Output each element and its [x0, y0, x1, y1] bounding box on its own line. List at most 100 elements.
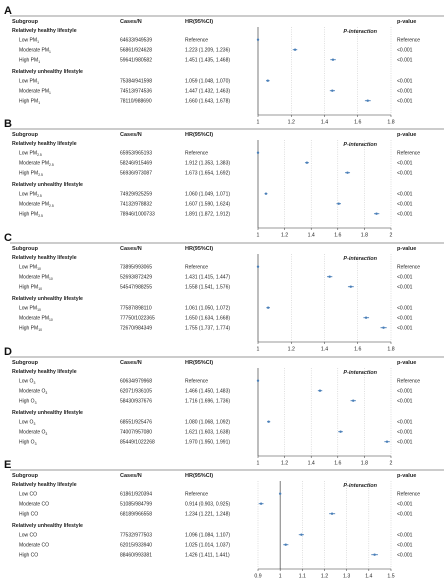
x-tick-label: 1.2	[288, 347, 295, 353]
subgroup-subscript: 1	[38, 60, 40, 64]
p-value: <0.001	[397, 512, 413, 518]
column-header-hr: HR(95%CI)	[185, 360, 213, 366]
hr-value: 1.621 (1.603, 1.638)	[185, 430, 230, 436]
panel-letter: D	[4, 346, 12, 358]
x-tick-label: 1.4	[321, 347, 328, 353]
p-value: <0.001	[397, 399, 413, 405]
cases-value: 68551/925476	[120, 420, 152, 426]
p-value: <0.001	[397, 420, 413, 426]
hr-value: 1.650 (1.634, 1.668)	[185, 316, 230, 322]
column-header-hr: HR(95%CI)	[185, 473, 213, 479]
hr-point	[346, 171, 349, 174]
hr-point	[339, 430, 342, 433]
p-value: <0.001	[397, 48, 413, 54]
cases-value: 72670/984349	[120, 326, 152, 332]
x-tick-label: 2	[390, 233, 393, 239]
cases-value: 58246/915469	[120, 161, 152, 167]
p-interaction-label: P-interaction	[343, 256, 377, 262]
x-tick-label: 1.4	[308, 461, 315, 467]
subgroup-label: Moderate CO	[19, 543, 49, 549]
subgroup-label: High CO	[19, 512, 38, 518]
cases-value: 65953/965193	[120, 151, 152, 157]
group-title: Relatively unhealthy lifestyle	[12, 523, 83, 529]
cases-value: 64633/949539	[120, 38, 152, 44]
hr-point	[375, 212, 378, 215]
subgroup-label: High O3	[19, 440, 37, 446]
subgroup-label: Low CO	[19, 492, 37, 498]
p-value: <0.001	[397, 202, 413, 208]
subgroup-label: High PM10	[19, 285, 42, 291]
group-title: Relatively healthy lifestyle	[12, 255, 77, 261]
p-interaction-label: P-interaction	[343, 142, 377, 148]
x-tick-label: 1	[279, 574, 282, 579]
column-header-cases: Cases/N	[120, 246, 142, 252]
panel-letter: A	[4, 5, 12, 17]
cases-value: 58430/937676	[120, 399, 152, 405]
hr-point	[256, 379, 260, 382]
subgroup-label: High O3	[19, 399, 37, 405]
hr-point	[266, 306, 270, 309]
hr-point	[385, 440, 389, 443]
hr-point	[364, 316, 368, 319]
hr-value: Reference	[185, 151, 208, 157]
p-value: <0.001	[397, 171, 413, 177]
p-value: <0.001	[397, 326, 413, 332]
panel-letter: E	[4, 459, 11, 471]
p-interaction-label: P-interaction	[343, 483, 377, 489]
subgroup-label: Moderate PM2.5	[19, 202, 54, 208]
cases-value: 74132/978832	[120, 202, 152, 208]
p-value: <0.001	[397, 275, 413, 281]
column-header-subgroup: Subgroup	[12, 473, 39, 479]
subgroup-label: Low O3	[19, 379, 35, 385]
column-header-hr: HR(95%CI)	[185, 19, 213, 25]
x-tick-label: 1.6	[334, 233, 341, 239]
subgroup-label: Low PM10	[19, 265, 41, 271]
x-tick-label: 1.2	[288, 120, 295, 126]
subgroup-subscript: 10	[38, 287, 42, 291]
p-value: <0.001	[397, 389, 413, 395]
hr-point	[293, 48, 297, 51]
subgroup-label: Moderate PM10	[19, 316, 53, 322]
hr-value: Reference	[185, 492, 208, 498]
x-tick-label: 1.3	[343, 574, 350, 579]
cases-value: 74007/957080	[120, 430, 152, 436]
x-tick-label: 1.8	[387, 347, 394, 353]
cases-value: 78946/1000733	[120, 212, 155, 218]
subgroup-subscript: 2.5	[38, 173, 43, 177]
group-title: Relatively unhealthy lifestyle	[12, 182, 83, 188]
hr-value: 1.025 (1.014, 1.037)	[185, 543, 230, 549]
column-header-subgroup: Subgroup	[12, 132, 39, 138]
hr-value: 1.466 (1.450, 1.483)	[185, 389, 230, 395]
subgroup-subscript: 2.5	[37, 194, 42, 198]
subgroup-subscript: 1	[38, 101, 40, 105]
hr-point	[349, 285, 352, 288]
hr-point	[267, 420, 270, 423]
hr-value: 1.660 (1.643, 1.678)	[185, 99, 230, 105]
hr-value: 1.716 (1.696, 1.736)	[185, 399, 230, 405]
subgroup-subscript: 2.5	[38, 214, 43, 218]
subgroup-label: Moderate PM1	[19, 48, 51, 54]
x-tick-label: 1.6	[334, 461, 341, 467]
x-tick-label: 1.8	[361, 461, 368, 467]
subgroup-subscript: 3	[35, 442, 37, 446]
subgroup-subscript: 1	[49, 91, 51, 95]
x-tick-label: 1.4	[365, 574, 372, 579]
subgroup-label: Moderate CO	[19, 502, 49, 508]
column-header-subgroup: Subgroup	[12, 19, 39, 25]
x-tick-label: 1.2	[321, 574, 328, 579]
group-title: Relatively unhealthy lifestyle	[12, 296, 83, 302]
p-value: <0.001	[397, 533, 413, 539]
p-interaction-label: P-interaction	[343, 370, 377, 376]
hr-value: 1.912 (1.353, 1.383)	[185, 161, 230, 167]
cases-value: 74929/925259	[120, 192, 152, 198]
subgroup-label: Low PM2.5	[19, 151, 42, 157]
subgroup-label: Moderate O3	[19, 389, 47, 395]
subgroup-subscript: 3	[33, 381, 35, 385]
subgroup-subscript: 10	[38, 328, 42, 332]
hr-value: 1.447 (1.432, 1.463)	[185, 89, 230, 95]
